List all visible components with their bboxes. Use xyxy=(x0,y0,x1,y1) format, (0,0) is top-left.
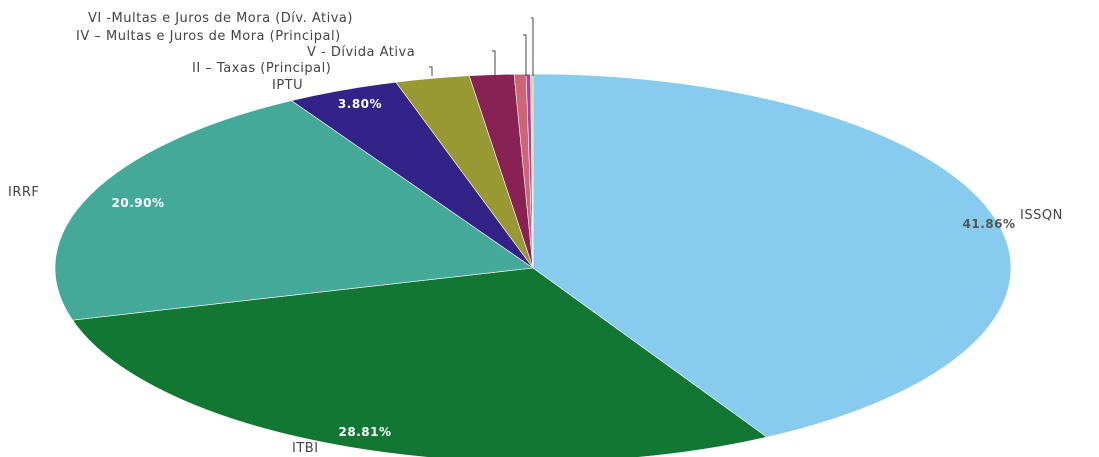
slice-value-label-0: 41.86% xyxy=(963,217,1016,231)
slice-category-label-0: ISSQN xyxy=(1020,208,1063,223)
leader-line-7 xyxy=(523,34,527,76)
leader-line-4 xyxy=(429,66,433,76)
slice-value-label-1: 28.81% xyxy=(339,425,392,439)
slice-category-label-6: V - Dívida Ativa xyxy=(307,45,415,60)
slice-category-label-1: ITBI xyxy=(292,441,319,456)
slice-value-label-2: 20.90% xyxy=(112,196,165,210)
slice-value-label-3: 3.80% xyxy=(338,97,382,111)
leader-line-8 xyxy=(531,17,534,76)
pie-slice-1 xyxy=(72,267,768,457)
slice-category-label-3: IPTU xyxy=(272,78,303,93)
slice-category-label-4: II – Taxas (Principal) xyxy=(192,61,331,76)
leader-line-6 xyxy=(492,50,496,76)
slice-category-label-8: VI -Multas e Juros de Mora (Dív. Ativa) xyxy=(88,11,353,26)
slice-category-label-2: IRRF xyxy=(8,185,39,200)
pie-slice-2 xyxy=(54,100,534,321)
slice-category-label-7: IV – Multas e Juros de Mora (Principal) xyxy=(76,29,341,44)
pie-slice-0 xyxy=(532,73,1012,438)
